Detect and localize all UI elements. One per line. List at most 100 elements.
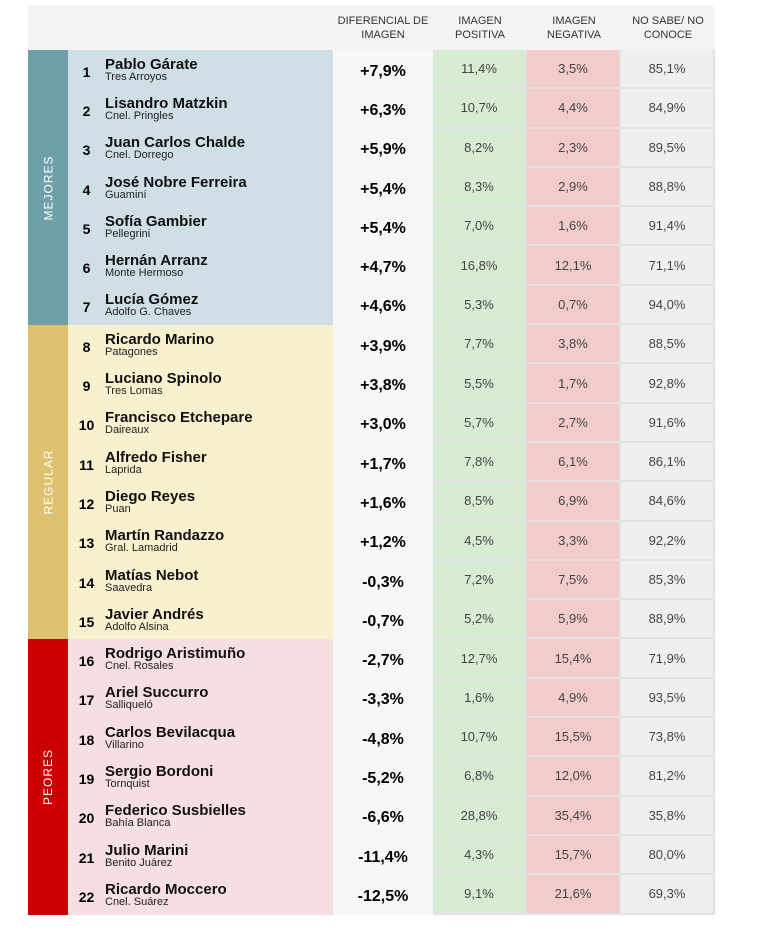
negativa-cell: 1,7% <box>527 364 621 404</box>
table-row: 3 Juan Carlos Chalde Cnel. Dorrego +5,9% … <box>68 128 715 168</box>
no-sabe-cell: 69,3% <box>621 875 715 915</box>
negativa-cell: 15,5% <box>527 718 621 758</box>
no-sabe-cell: 89,5% <box>621 128 715 168</box>
negativa-cell: 6,1% <box>527 442 621 483</box>
candidate-name: Ricardo Moccero <box>105 880 227 898</box>
table-row: 18 Carlos Bevilacqua Villarino -4,8% 10,7… <box>68 718 715 758</box>
diferencial-cell: +7,9% <box>333 50 433 90</box>
candidate-name: José Nobre Ferreira <box>105 173 247 191</box>
table-row: 16 Rodrigo Aristimuño Cnel. Rosales -2,7%… <box>68 639 715 679</box>
no-sabe-cell: 85,1% <box>621 50 715 90</box>
candidate-city: Gral. Lamadrid <box>105 542 178 555</box>
table-row: 12 Diego Reyes Puan +1,6% 8,5% 6,9% 84,6% <box>68 482 715 522</box>
candidate: Ariel Succurro Salliqueló <box>105 678 333 719</box>
negativa-cell: 5,9% <box>527 600 621 640</box>
no-sabe-cell: 88,8% <box>621 167 715 208</box>
negativa-cell: 7,5% <box>527 560 621 601</box>
no-sabe-cell: 88,9% <box>621 600 715 640</box>
category-label: MEJORES <box>41 155 56 221</box>
no-sabe-cell: 88,5% <box>621 325 715 365</box>
no-sabe-cell: 94,0% <box>621 285 715 326</box>
candidate-name: Francisco Etchepare <box>105 409 253 427</box>
candidate-city: Tornquist <box>105 777 150 790</box>
candidate-name: Carlos Bevilacqua <box>105 723 236 741</box>
candidate-name: Alfredo Fisher <box>105 448 207 466</box>
candidate: Alfredo Fisher Laprida <box>105 442 333 483</box>
candidate-city: Pellegrini <box>105 227 151 240</box>
no-sabe-cell: 73,8% <box>621 718 715 758</box>
table-row: 1 Pablo Gárate Tres Arroyos +7,9% 11,4% 3… <box>68 50 715 90</box>
no-sabe-cell: 91,4% <box>621 207 715 247</box>
negativa-cell: 3,3% <box>527 521 621 561</box>
diferencial-cell: +1,2% <box>333 521 433 561</box>
candidate-name: Javier Andrés <box>105 605 204 623</box>
table-row: 20 Federico Susbielles Bahía Blanca -6,6%… <box>68 796 715 836</box>
negativa-cell: 15,4% <box>527 639 621 679</box>
candidate: Ricardo Moccero Cnel. Suárez <box>105 875 333 915</box>
table-row: 22 Ricardo Moccero Cnel. Suárez -12,5% 9,… <box>68 875 715 915</box>
rank: 14 <box>68 560 105 601</box>
positiva-cell: 4,3% <box>433 835 527 876</box>
diferencial-cell: +5,4% <box>333 207 433 247</box>
negativa-cell: 12,0% <box>527 757 621 797</box>
positiva-cell: 11,4% <box>433 50 527 90</box>
header-negativa: IMAGEN NEGATIVA <box>547 14 601 41</box>
positiva-cell: 7,0% <box>433 207 527 247</box>
positiva-cell: 12,7% <box>433 639 527 679</box>
rank: 12 <box>68 482 105 522</box>
header-spacer <box>28 5 333 50</box>
candidate-name: Matías Nebot <box>105 566 199 584</box>
category-band-regular: REGULAR <box>28 325 68 640</box>
no-sabe-cell: 84,9% <box>621 89 715 129</box>
negativa-cell: 2,7% <box>527 403 621 443</box>
candidate-city: Saavedra <box>105 581 153 594</box>
candidate-city: Tres Lomas <box>105 385 163 398</box>
rank: 9 <box>68 364 105 404</box>
candidate: Luciano Spinolo Tres Lomas <box>105 364 333 404</box>
diferencial-cell: +3,9% <box>333 325 433 365</box>
candidate-name: Sofía Gambier <box>105 212 207 230</box>
table-row: 9 Luciano Spinolo Tres Lomas +3,8% 5,5% 1… <box>68 364 715 404</box>
positiva-cell: 4,5% <box>433 521 527 561</box>
diferencial-cell: -3,3% <box>333 678 433 719</box>
rank: 6 <box>68 246 105 286</box>
negativa-cell: 15,7% <box>527 835 621 876</box>
diferencial-cell: +5,9% <box>333 128 433 168</box>
candidate: Sofía Gambier Pellegrini <box>105 207 333 247</box>
candidate-name: Julio Marini <box>105 841 189 859</box>
candidate-city: Adolfo Alsina <box>105 620 169 633</box>
table-row: 4 José Nobre Ferreira Guaminí +5,4% 8,3% … <box>68 167 715 208</box>
candidate-name: Lucía Gómez <box>105 291 199 309</box>
diferencial-cell: +3,0% <box>333 403 433 443</box>
candidate: Carlos Bevilacqua Villarino <box>105 718 333 758</box>
diferencial-cell: -5,2% <box>333 757 433 797</box>
no-sabe-cell: 92,8% <box>621 364 715 404</box>
rank: 5 <box>68 207 105 247</box>
category-band-mejores: MEJORES <box>28 50 68 326</box>
candidate-city: Guaminí <box>105 188 147 201</box>
ranking-table: DIFERENCIAL DE IMAGEN IMAGEN POSITIVA IM… <box>28 5 715 915</box>
positiva-cell: 8,5% <box>433 482 527 522</box>
candidate-name: Ariel Succurro <box>105 684 209 702</box>
rank: 8 <box>68 325 105 365</box>
candidate-name: Hernán Arranz <box>105 252 208 270</box>
category-label: REGULAR <box>41 449 56 515</box>
diferencial-cell: -4,8% <box>333 718 433 758</box>
negativa-cell: 4,4% <box>527 89 621 129</box>
table-header: DIFERENCIAL DE IMAGEN IMAGEN POSITIVA IM… <box>28 5 715 50</box>
candidate-name: Pablo Gárate <box>105 55 198 73</box>
candidate-city: Daireaux <box>105 424 150 437</box>
candidate: Matías Nebot Saavedra <box>105 560 333 601</box>
candidate-name: Diego Reyes <box>105 487 196 505</box>
negativa-cell: 35,4% <box>527 796 621 836</box>
candidate-city: Salliqueló <box>105 699 153 712</box>
rank: 22 <box>68 875 105 915</box>
rank: 16 <box>68 639 105 679</box>
candidate-city: Laprida <box>105 463 142 476</box>
rank: 20 <box>68 796 105 836</box>
no-sabe-cell: 84,6% <box>621 482 715 522</box>
no-sabe-cell: 35,8% <box>621 796 715 836</box>
no-sabe-cell: 92,2% <box>621 521 715 561</box>
category-label: PEORES <box>41 749 56 806</box>
candidate: Federico Susbielles Bahía Blanca <box>105 796 333 836</box>
